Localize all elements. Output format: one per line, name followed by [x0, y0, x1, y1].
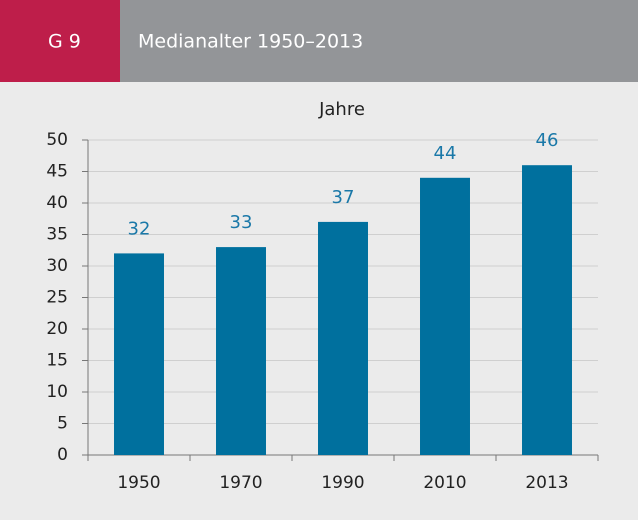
y-tick-label: 20 — [46, 319, 68, 339]
bar — [216, 247, 266, 455]
bar — [420, 177, 470, 456]
y-tick-label: 45 — [46, 162, 68, 182]
y-tick-label: 10 — [46, 382, 68, 402]
value-label: 33 — [230, 212, 253, 233]
y-tick-label: 40 — [46, 193, 68, 213]
y-tick-label: 35 — [46, 225, 68, 245]
value-label: 44 — [434, 143, 457, 164]
chart-title: Medianalter 1950–2013 — [138, 31, 363, 53]
y-tick-label: 5 — [57, 414, 68, 434]
value-label: 37 — [332, 187, 355, 208]
x-tick-label: 1950 — [117, 473, 160, 493]
bar — [522, 165, 572, 455]
x-tick-label: 2010 — [423, 473, 466, 493]
bar — [114, 253, 164, 455]
value-label: 32 — [128, 218, 151, 239]
bar — [318, 221, 368, 455]
value-label: 46 — [536, 130, 559, 151]
x-tick-label: 1970 — [219, 473, 262, 493]
x-tick-label: 1990 — [321, 473, 364, 493]
y-axis-label: Jahre — [318, 99, 365, 120]
y-tick-label: 25 — [46, 288, 68, 308]
y-tick-label: 0 — [57, 445, 68, 465]
x-tick-label: 2013 — [525, 473, 568, 493]
figure-label: G 9 — [48, 31, 81, 53]
label-box — [0, 0, 120, 82]
y-tick-label: 30 — [46, 256, 68, 276]
y-tick-label: 50 — [46, 130, 68, 150]
y-tick-label: 15 — [46, 351, 68, 371]
title-box — [120, 0, 638, 82]
